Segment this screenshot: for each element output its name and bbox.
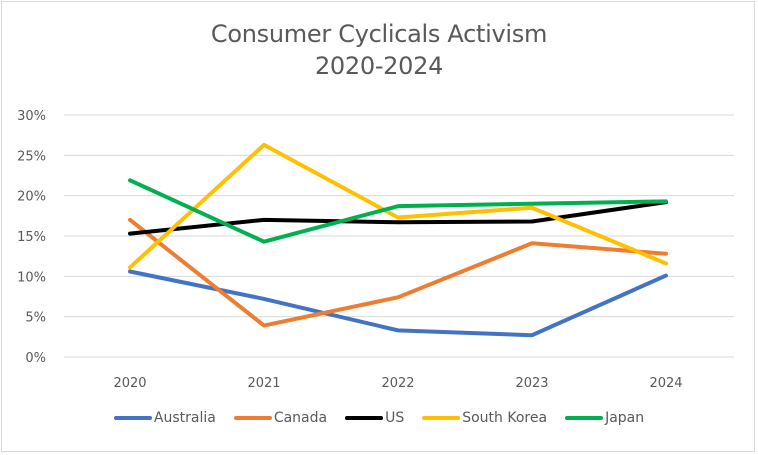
y-tick-label: 10% xyxy=(17,270,46,285)
y-axis-ticks: 0% 5% 10% 15% 20% 25% 30% xyxy=(17,109,46,366)
gridlines xyxy=(64,114,734,358)
series-lines xyxy=(128,142,668,338)
x-tick-label: 2020 xyxy=(113,376,146,391)
x-tick-label: 2023 xyxy=(515,376,548,391)
legend-item-canada: Canada xyxy=(233,410,328,426)
y-tick-label: 25% xyxy=(17,149,46,164)
y-tick-label: 0% xyxy=(25,351,46,366)
y-tick-label: 20% xyxy=(17,190,46,205)
legend-item-japan: Japan xyxy=(565,410,644,426)
series-line-japan xyxy=(128,178,668,244)
legend-item-australia: Australia xyxy=(113,410,216,426)
legend-swatch xyxy=(233,416,272,420)
legend-label: US xyxy=(385,410,405,426)
chart-subtitle: 2020-2024 xyxy=(314,52,444,80)
legend-swatch xyxy=(422,416,461,420)
legend-item-south-korea: South Korea xyxy=(422,410,547,426)
series-line-canada xyxy=(128,217,668,328)
x-tick-label: 2024 xyxy=(649,376,682,391)
y-tick-label: 30% xyxy=(17,109,46,124)
legend-swatch xyxy=(565,416,604,420)
legend-label: South Korea xyxy=(462,410,548,426)
legend-swatch xyxy=(113,416,152,420)
x-tick-label: 2022 xyxy=(381,376,414,391)
y-tick-label: 5% xyxy=(25,311,46,326)
series-line-south-korea xyxy=(128,142,668,270)
legend-label: Australia xyxy=(153,410,216,426)
legend-label: Japan xyxy=(605,410,645,426)
chart-title-line1: Consumer Cyclicals Activism xyxy=(210,20,548,48)
legend-item-us: US xyxy=(345,410,404,426)
x-tick-label: 2021 xyxy=(247,376,280,391)
legend-label: Canada xyxy=(273,410,328,426)
y-tick-label: 15% xyxy=(17,230,46,245)
chart-title: Consumer Cyclicals Activism 2020-2024 xyxy=(0,18,758,82)
legend-swatch xyxy=(345,416,384,420)
x-axis-ticks: 2020 2021 2022 2023 2024 xyxy=(113,376,682,391)
series-line-us xyxy=(128,200,668,236)
legend: Australia Canada US South Korea Japan xyxy=(0,410,758,426)
